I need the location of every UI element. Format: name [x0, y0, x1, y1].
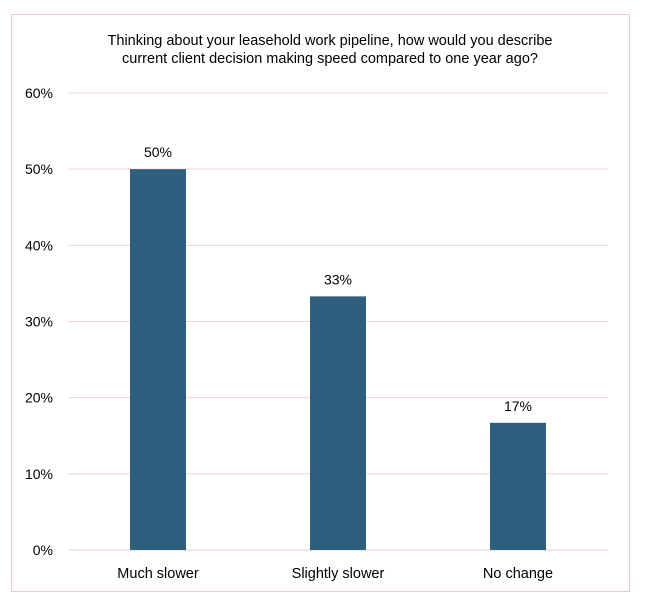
chart-title: Thinking about your leasehold work pipel… [107, 33, 553, 67]
bar [130, 169, 186, 550]
data-label: 17% [504, 398, 532, 414]
y-tick-label: 20% [25, 390, 53, 406]
y-tick-label: 60% [25, 85, 53, 101]
data-label: 33% [324, 271, 352, 287]
bar [490, 422, 546, 550]
x-category-label: Much slower [117, 566, 199, 582]
y-tick-label: 10% [25, 466, 53, 482]
y-tick-label: 0% [33, 542, 53, 558]
x-category-label: Slightly slower [292, 566, 385, 582]
y-tick-label: 40% [25, 237, 53, 253]
data-label: 50% [144, 144, 172, 160]
x-category-label: No change [483, 566, 553, 582]
y-tick-label: 50% [25, 161, 53, 177]
y-tick-label: 30% [25, 314, 53, 330]
bar [310, 296, 366, 550]
